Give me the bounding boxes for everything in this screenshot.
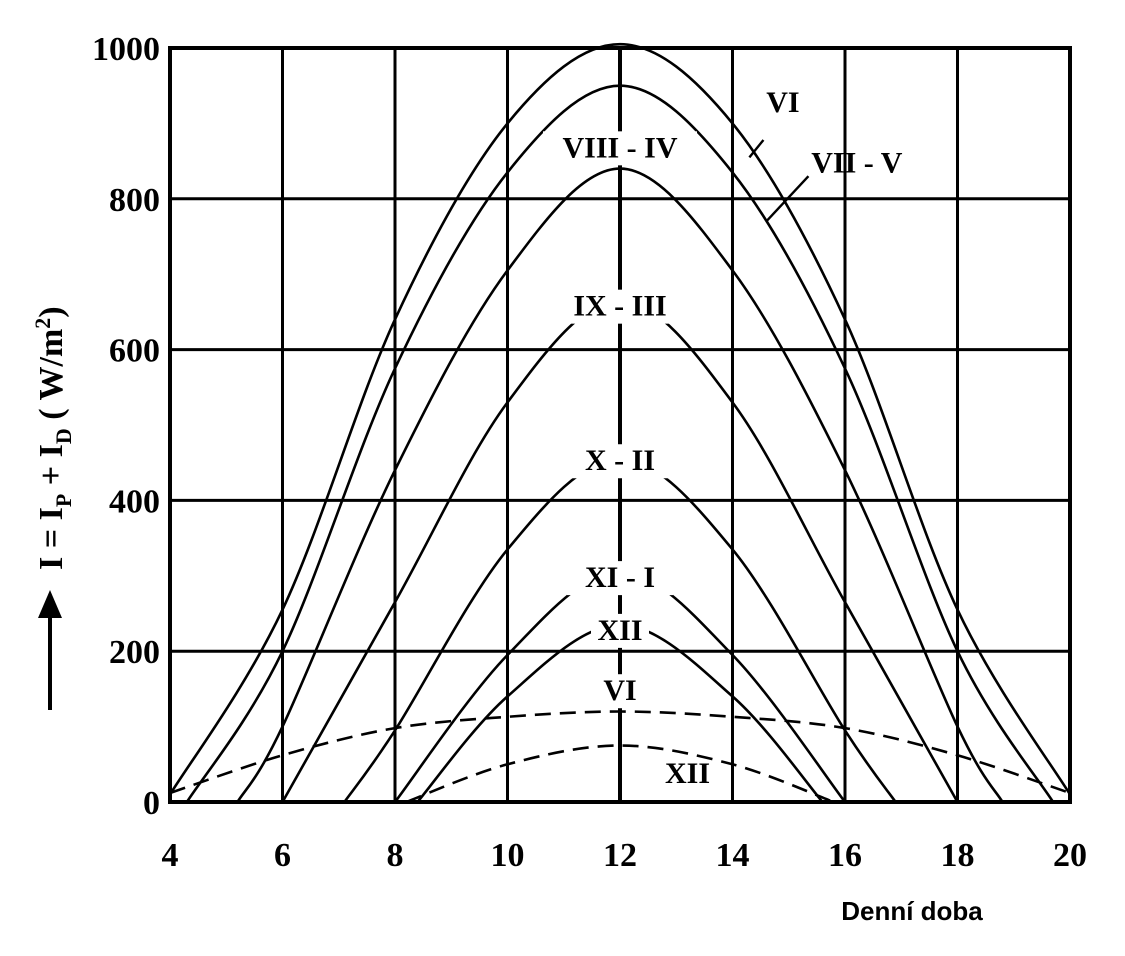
y-tick-label-800: 800 bbox=[109, 182, 160, 219]
y-tick-label-200: 200 bbox=[109, 634, 160, 671]
x-tick-label-18: 18 bbox=[941, 837, 975, 874]
y-tick-labels: 0 200 400 600 800 1000 bbox=[92, 31, 160, 822]
x-tick-label-16: 16 bbox=[828, 837, 862, 874]
y-axis-label-sub-d: D bbox=[51, 428, 76, 444]
svg-text:I = IP + ID ( W/m2): I = IP + ID ( W/m2) bbox=[30, 306, 76, 570]
x-tick-labels: 4 6 8 10 12 14 16 18 20 bbox=[162, 837, 1088, 874]
y-axis-label-unit-close: ) bbox=[33, 306, 70, 317]
curve-label-background bbox=[599, 674, 641, 709]
x-tick-label-8: 8 bbox=[387, 837, 404, 874]
y-tick-label-600: 600 bbox=[109, 333, 160, 370]
curve-label-XII: XII bbox=[665, 757, 710, 790]
y-axis-label-unit-sup: 2 bbox=[30, 318, 55, 329]
y-tick-label-400: 400 bbox=[109, 483, 160, 520]
curve-label-XII: XII bbox=[597, 614, 642, 647]
curve-label-VII-V: VII - V bbox=[811, 146, 902, 179]
curve-label-background bbox=[543, 131, 697, 166]
curve-label-VI: VI bbox=[603, 674, 636, 707]
curve-label-VIII-IV: VIII - IV bbox=[562, 131, 677, 164]
curve-label-IX-III: IX - III bbox=[573, 290, 666, 323]
x-tick-label-10: 10 bbox=[491, 837, 525, 874]
y-axis-label-prefix: I = I bbox=[33, 507, 70, 570]
x-tick-label-20: 20 bbox=[1053, 837, 1087, 874]
x-tick-label-14: 14 bbox=[716, 837, 750, 874]
curve-label-background bbox=[591, 613, 649, 648]
label-leader-VI bbox=[748, 139, 765, 159]
curve-label-XI-I: XI - I bbox=[585, 561, 655, 594]
y-axis-label: I = IP + ID ( W/m2) bbox=[30, 306, 76, 570]
x-tick-label-4: 4 bbox=[162, 837, 179, 874]
x-tick-label-6: 6 bbox=[274, 837, 291, 874]
curve-label-background bbox=[551, 289, 689, 324]
curve-labels: VI VII - V VIII - IV IX - III X - II XI - I XI… bbox=[543, 86, 903, 790]
plot-frame bbox=[168, 46, 1072, 804]
y-tick-label-0: 0 bbox=[143, 785, 160, 822]
up-arrow-icon bbox=[38, 590, 62, 710]
y-axis-label-plus: + I bbox=[33, 444, 70, 494]
y-axis-label-unit-open: ( W/m bbox=[33, 329, 70, 428]
plot-border bbox=[168, 46, 1072, 804]
y-tick-label-1000: 1000 bbox=[92, 31, 160, 68]
curve-label-background bbox=[567, 444, 673, 479]
label-leader-VII-V bbox=[765, 175, 810, 223]
x-axis-label: Denní doba bbox=[841, 896, 983, 926]
curve-label-background bbox=[567, 561, 673, 596]
x-tick-label-12: 12 bbox=[603, 837, 637, 874]
curve-label-VI: VI bbox=[766, 86, 799, 119]
curve-label-X-II: X - II bbox=[585, 444, 655, 477]
y-axis-label-sub-p: P bbox=[51, 494, 76, 507]
series-line-VI bbox=[168, 42, 1072, 796]
